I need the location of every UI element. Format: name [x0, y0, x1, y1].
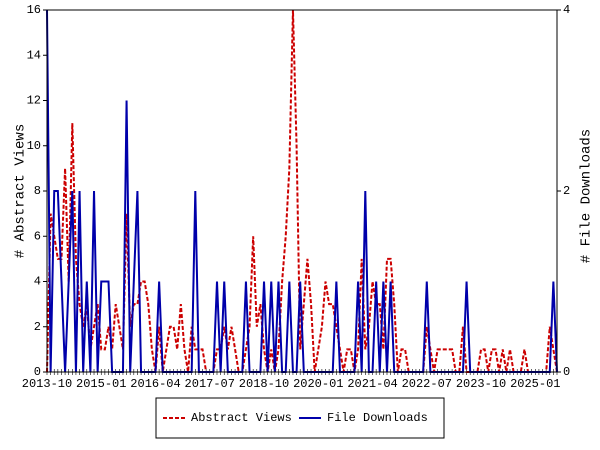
y-tick-label: 4: [34, 275, 41, 289]
y2-axis-title: # File Downloads: [579, 129, 595, 263]
y2-tick-label: 4: [563, 3, 570, 17]
x-tick-label: 2025-01: [510, 377, 560, 391]
y-tick-label: 14: [27, 48, 41, 62]
x-tick-label: 2017-07: [185, 377, 235, 391]
y-tick-label: 12: [27, 94, 41, 108]
y-tick-label: 2: [34, 320, 41, 334]
plot-frame: [46, 9, 558, 373]
x-tick-label: 2023-10: [456, 377, 506, 391]
x-tick-label: 2013-10: [22, 377, 72, 391]
y2-tick-label: 2: [563, 184, 570, 198]
x-tick-label: 2021-04: [347, 377, 397, 391]
y-tick-label: 6: [34, 229, 41, 243]
legend-label: Abstract Views: [191, 411, 292, 425]
legend-label: File Downloads: [327, 411, 428, 425]
y-tick-label: 0: [34, 365, 41, 379]
x-tick-label: 2018-10: [239, 377, 289, 391]
x-tick-label: 2016-04: [130, 377, 180, 391]
x-tick-label: 2022-07: [402, 377, 452, 391]
x-tick-label: 2015-01: [76, 377, 126, 391]
y-tick-label: 16: [27, 3, 41, 17]
y-axis-title: # Abstract Views: [13, 124, 29, 258]
x-tick-label: 2020-01: [293, 377, 343, 391]
y-tick-label: 10: [27, 139, 41, 153]
y2-tick-label: 0: [563, 365, 570, 379]
y-tick-label: 8: [34, 184, 41, 198]
